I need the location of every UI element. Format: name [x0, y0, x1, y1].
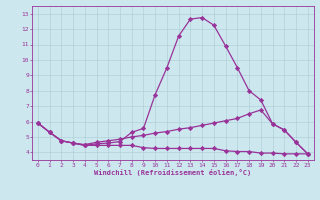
X-axis label: Windchill (Refroidissement éolien,°C): Windchill (Refroidissement éolien,°C)	[94, 169, 252, 176]
